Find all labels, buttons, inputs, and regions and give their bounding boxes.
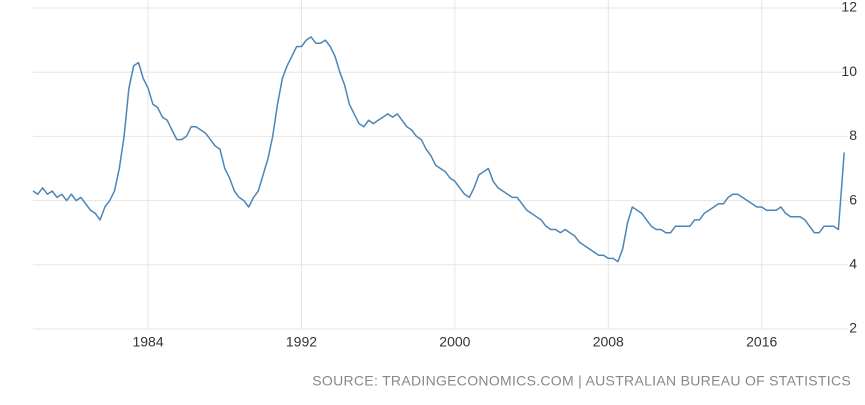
line: [32, 36, 845, 263]
y-tick-label: 6: [849, 191, 857, 207]
y-tick-label: 2: [849, 320, 857, 336]
x-tick-label: 1984: [132, 334, 163, 350]
y-tick-label: 4: [849, 256, 857, 272]
x-tick-label: 2016: [746, 334, 777, 350]
source: SOURCE: TRADINGECONOMICS.COM | AUSTRALIA…: [312, 373, 851, 389]
y-tick-label: 8: [849, 127, 857, 143]
y-tick-label: 12: [841, 0, 857, 15]
x-tick-label: 1992: [286, 334, 317, 350]
x-tick-label: 2008: [593, 334, 624, 350]
x-tick-label: 2000: [439, 334, 470, 350]
y-tick-label: 10: [841, 63, 857, 79]
